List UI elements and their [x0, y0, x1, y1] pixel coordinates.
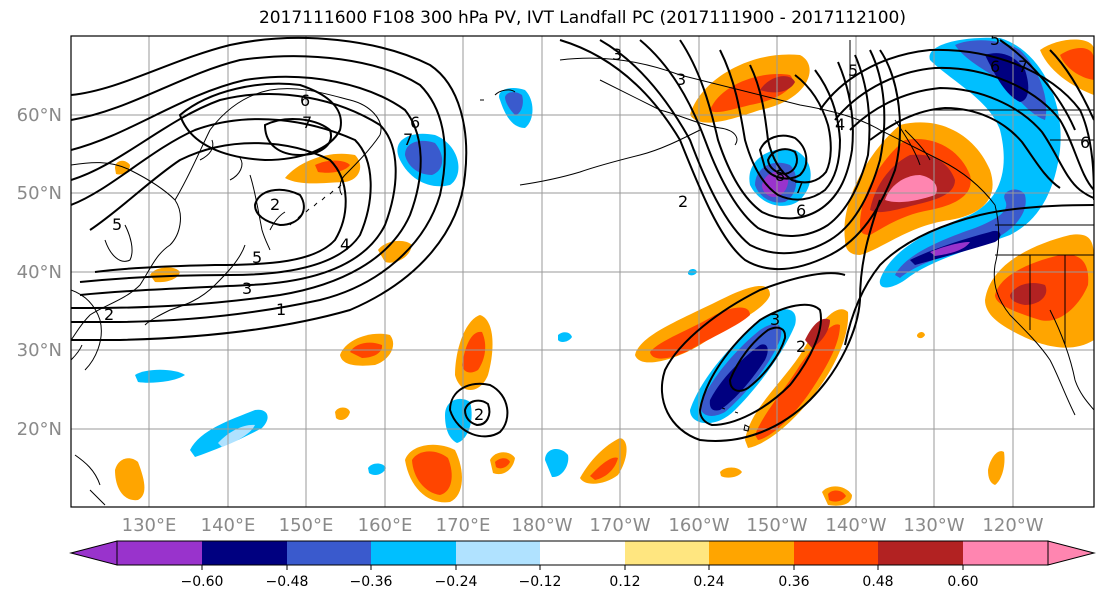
contour-label: 5 [112, 215, 122, 234]
colorbar-swatch [709, 541, 794, 565]
map-frame [70, 35, 1095, 508]
colorbar-swatch [371, 541, 456, 565]
colorbar-swatch [794, 541, 878, 565]
contour-label: 2 [270, 195, 280, 214]
lat-label: 50°N [17, 183, 62, 204]
contour-labels: 6 7 6 7 5 4 3 2 1 2 3 8 7 6 5 4 3 2 2 3 … [104, 30, 1090, 424]
contour-label: 2 [474, 405, 484, 424]
contour-label: 5 [848, 61, 858, 80]
lon-label: 160°W [668, 515, 729, 536]
contour-label: 2 [104, 305, 114, 324]
contour-label: 2 [796, 337, 806, 356]
lon-label: 140°W [825, 515, 886, 536]
contour-label: 7 [302, 113, 312, 132]
contour-label: 5 [990, 30, 1000, 49]
colorbar-swatch [287, 541, 371, 565]
contour-label: 8 [775, 166, 785, 185]
colorbar-swatch [117, 541, 202, 565]
colorbar: −0.60 −0.48 −0.36 −0.24 −0.12 0.12 0.24 … [69, 540, 1096, 590]
contour-label: 6 [796, 201, 806, 220]
colorbar-tick: 0.60 [947, 574, 978, 590]
colorbar-tick: 0.48 [862, 574, 893, 590]
contour-label: 3 [770, 310, 780, 329]
contour-label: 5 [252, 248, 262, 267]
lon-label: 160°E [358, 515, 413, 536]
colorbar-tick: 0.12 [609, 574, 640, 590]
colorbar-tick: −0.36 [350, 574, 393, 590]
colorbar-swatch [540, 541, 625, 565]
contour-label: 6 [990, 57, 1000, 76]
colorbar-min-extend [69, 540, 118, 566]
lon-label: 170°E [436, 515, 491, 536]
contour-label: 6 [1080, 133, 1090, 152]
contour-label: 3 [242, 279, 252, 298]
colorbar-max-extend [1047, 540, 1096, 566]
colorbar-tick: −0.24 [435, 574, 478, 590]
lat-label: 20°N [17, 419, 62, 440]
contour-label: 2 [678, 192, 688, 211]
colorbar-tick: −0.48 [266, 574, 309, 590]
contour-label: 6 [300, 91, 310, 110]
contour-label: 7 [794, 178, 804, 197]
contour-label: 7 [1018, 57, 1028, 76]
lon-label: 130°E [122, 515, 177, 536]
lon-label: 150°E [279, 515, 334, 536]
pv-contours [71, 36, 1094, 442]
colorbar-swatch [625, 541, 709, 565]
lat-label: 30°N [17, 340, 62, 361]
lat-label: 60°N [17, 105, 62, 126]
lon-label: 180°W [511, 515, 572, 536]
lon-label: 120°W [982, 515, 1043, 536]
colorbar-swatch [456, 541, 540, 565]
contour-label: 4 [835, 115, 845, 134]
longitude-labels: 130°E 140°E 150°E 160°E 170°E 180°W 170°… [122, 515, 1044, 536]
lon-label: 150°W [746, 515, 807, 536]
lat-label: 40°N [17, 262, 62, 283]
colorbar-swatch [963, 541, 1048, 565]
colorbar-tick: 0.36 [778, 574, 809, 590]
map-title: 2017111600 F108 300 hPa PV, IVT Landfall… [258, 8, 906, 28]
lon-label: 130°W [903, 515, 964, 536]
contour-label: 3 [612, 45, 622, 64]
colorbar-tick: −0.60 [181, 574, 224, 590]
contour-label: 4 [340, 235, 350, 254]
contour-label: 3 [676, 70, 686, 89]
colorbar-swatch [878, 541, 963, 565]
contour-label: 7 [403, 130, 413, 149]
contour-label: 1 [276, 300, 286, 319]
latitude-labels: 60°N 50°N 40°N 30°N 20°N [17, 105, 62, 440]
lon-label: 140°E [201, 515, 256, 536]
colorbar-tick: −0.12 [519, 574, 562, 590]
contour-label: 6 [410, 113, 420, 132]
colorbar-swatch [202, 541, 287, 565]
colorbar-tick: 0.24 [693, 574, 724, 590]
lon-label: 170°W [589, 515, 650, 536]
